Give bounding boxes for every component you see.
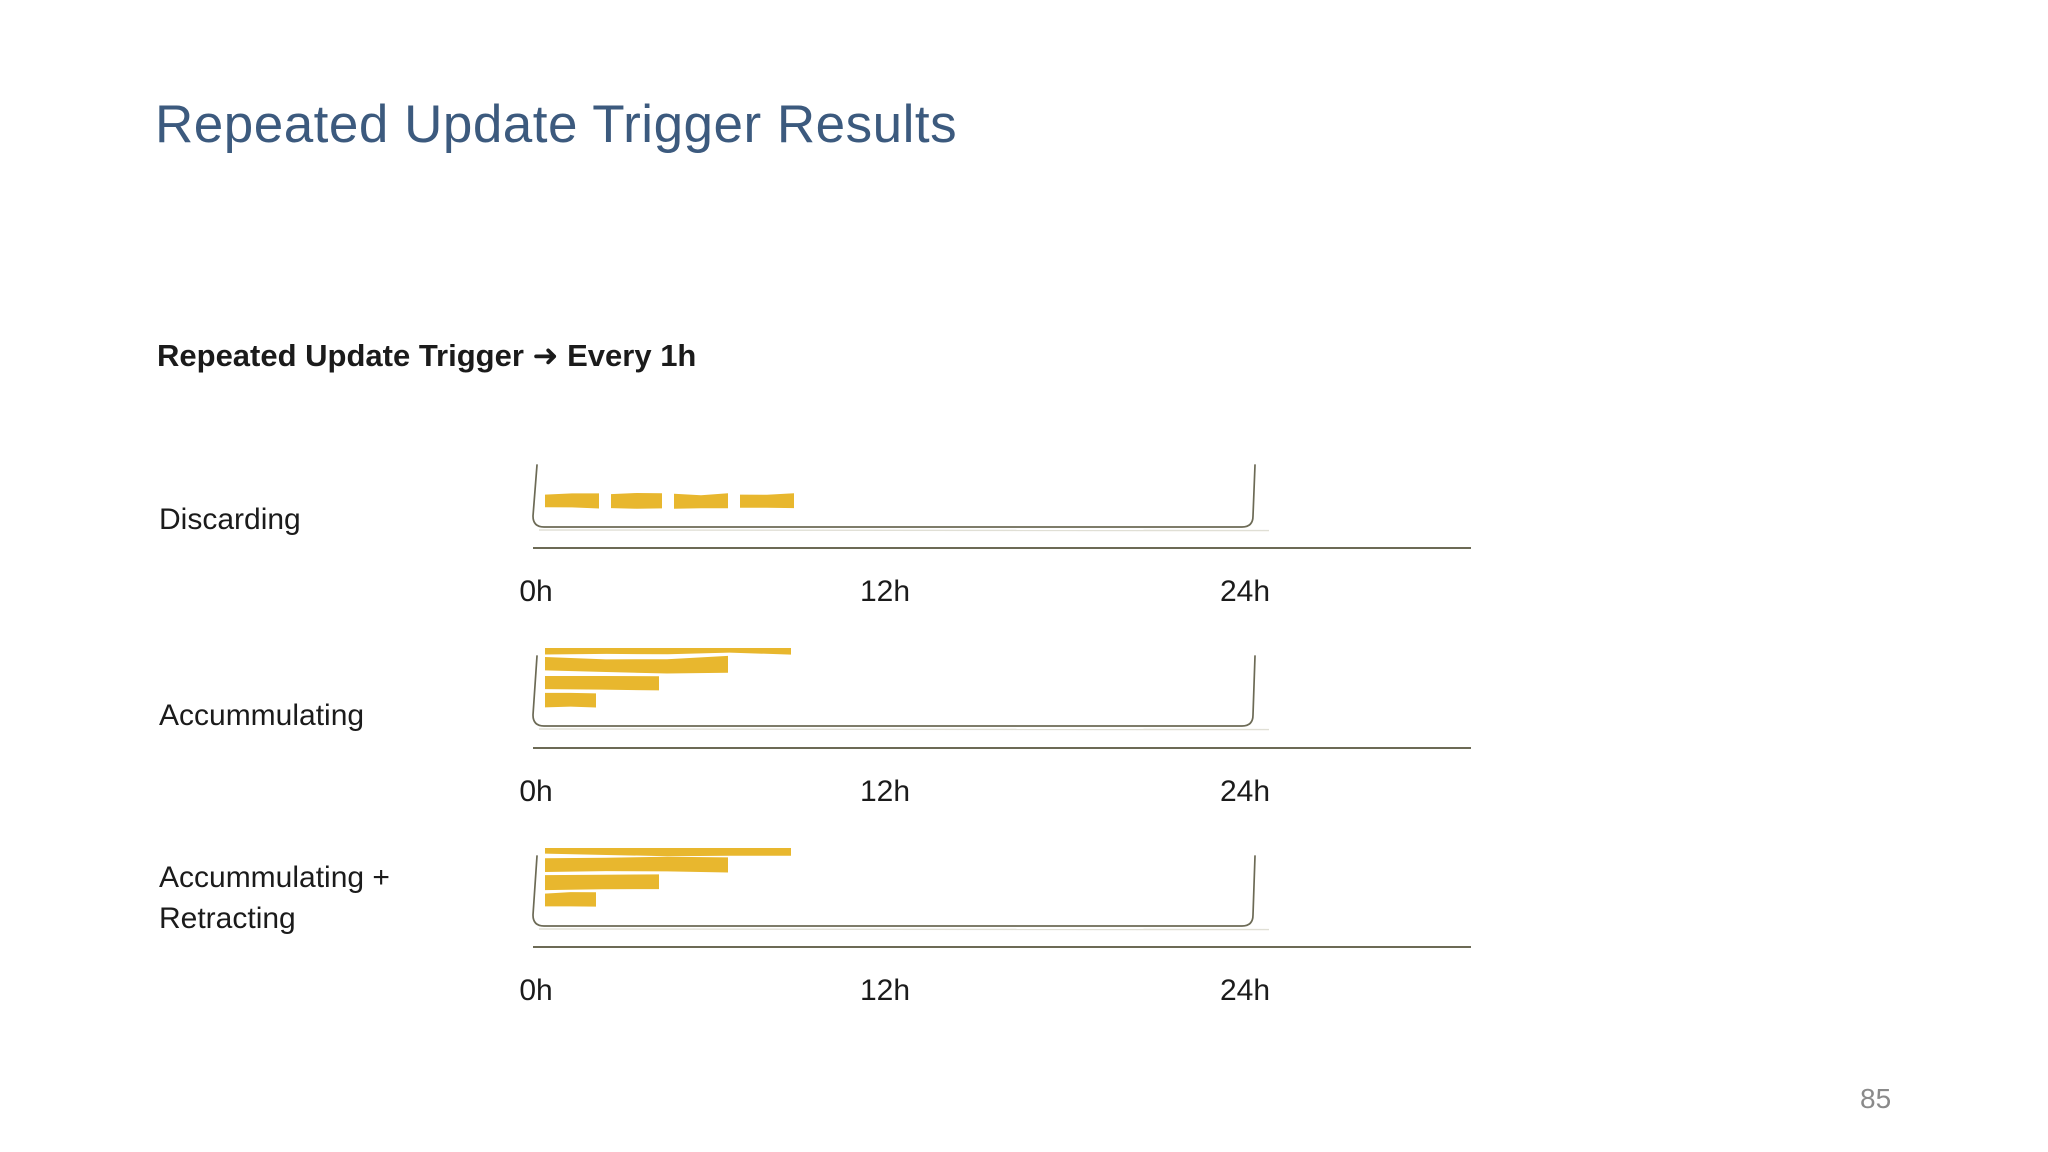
axis-tick-label: 0h bbox=[519, 974, 553, 1007]
axis-tick-label: 24h bbox=[1219, 575, 1271, 608]
timeline-label: Accummulating + Retracting bbox=[159, 861, 390, 935]
timeline-label: Discarding bbox=[159, 503, 301, 536]
bracket-shadow bbox=[538, 728, 1270, 731]
bracket-shadow bbox=[538, 529, 1270, 532]
result-bar bbox=[545, 874, 659, 891]
timeline-chart bbox=[532, 464, 1471, 549]
slide-title: Repeated Update Trigger Results bbox=[155, 95, 958, 154]
axis-tick-label: 0h bbox=[519, 575, 553, 608]
axis-tick-label: 24h bbox=[1219, 974, 1271, 1007]
axis-tick-label: 24h bbox=[1219, 775, 1271, 808]
slide-subtitle: Repeated Update Trigger ➜ Every 1h bbox=[157, 338, 697, 373]
window-bracket bbox=[532, 655, 1256, 727]
bracket-shadow bbox=[538, 928, 1270, 931]
result-bar bbox=[545, 493, 599, 509]
window-bracket bbox=[532, 855, 1256, 927]
axis-tick-label: 12h bbox=[859, 974, 911, 1007]
result-bar bbox=[545, 856, 728, 873]
axis-tick-label: 0h bbox=[519, 775, 553, 808]
result-bar bbox=[545, 692, 596, 708]
window-bracket bbox=[532, 464, 1256, 528]
timeline-chart bbox=[532, 648, 1471, 749]
result-bar bbox=[740, 493, 794, 509]
axis-tick-label: 12h bbox=[859, 575, 911, 608]
axis-tick-label: 12h bbox=[859, 775, 911, 808]
result-bar bbox=[611, 493, 662, 509]
result-bar bbox=[545, 655, 728, 674]
page-number: 85 bbox=[1860, 1083, 1892, 1114]
timeline-label: Accummulating bbox=[159, 699, 365, 732]
result-bar bbox=[545, 676, 659, 691]
result-bar bbox=[545, 848, 791, 857]
result-bar bbox=[545, 892, 596, 907]
result-bar bbox=[674, 493, 728, 509]
timeline-chart bbox=[532, 848, 1471, 948]
result-bar bbox=[545, 648, 791, 655]
